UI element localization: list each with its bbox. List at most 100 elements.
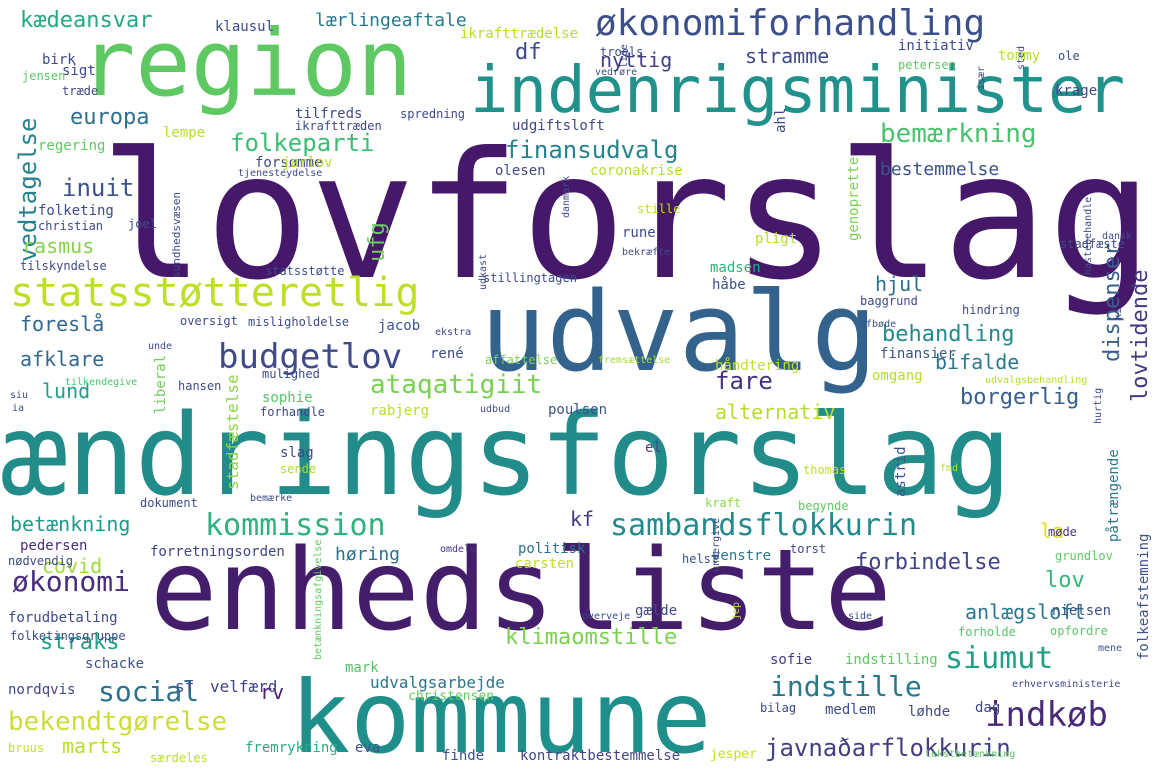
word-cloud-word: javnaðarflokkurin bbox=[765, 733, 1011, 762]
word-cloud-word: kommune bbox=[290, 659, 712, 770]
word-cloud-word: bemærkning bbox=[880, 119, 1037, 150]
word-cloud-word: erhvervsministerie bbox=[1012, 679, 1121, 690]
word-cloud-word: marts bbox=[62, 734, 123, 758]
word-cloud-word: klimaomstille bbox=[505, 625, 678, 651]
word-cloud-word: økonomiforhandling bbox=[595, 3, 986, 45]
word-cloud-word: folketing bbox=[38, 202, 114, 219]
word-cloud-word: christensen bbox=[408, 688, 495, 704]
word-cloud-word: ekstra bbox=[435, 327, 472, 338]
word-cloud-word: nyttig bbox=[600, 48, 673, 72]
word-cloud-word: stadfæstelse bbox=[223, 374, 243, 490]
word-cloud-word: region bbox=[80, 10, 413, 118]
word-cloud-word: regering bbox=[38, 137, 106, 154]
word-cloud-word: sambandsflokkurin bbox=[610, 508, 918, 543]
word-cloud-word: lov bbox=[1045, 568, 1085, 594]
word-cloud-word: møde bbox=[1048, 525, 1077, 540]
word-cloud-word: enhedsliste bbox=[150, 526, 892, 657]
word-cloud-word: spredning bbox=[400, 107, 466, 122]
word-cloud-word: lovtidende bbox=[1128, 269, 1154, 402]
word-cloud-word: opfordre bbox=[1050, 624, 1108, 639]
word-cloud-word: betænkning bbox=[10, 512, 131, 536]
word-cloud-word: politisk bbox=[518, 540, 586, 557]
word-cloud-word: folkeparti bbox=[230, 128, 375, 157]
word-cloud-word: bekræfte bbox=[622, 247, 671, 258]
word-cloud-word: stramme bbox=[745, 44, 830, 68]
word-cloud-word: jarlov bbox=[282, 154, 333, 171]
word-cloud-word: ia bbox=[12, 403, 25, 414]
word-cloud-word: borgerlig bbox=[960, 385, 1080, 411]
word-cloud-word: rune bbox=[622, 224, 656, 241]
word-cloud-word: stillingtagen bbox=[483, 271, 577, 286]
word-cloud-word: klausul bbox=[215, 18, 275, 35]
word-cloud-word: hansen bbox=[178, 379, 222, 394]
word-cloud-word: fare bbox=[715, 366, 773, 395]
word-cloud-word: sundhedsvæsen bbox=[170, 191, 184, 278]
word-cloud-word: forbindelse bbox=[855, 550, 1001, 576]
word-cloud-word: genoprette bbox=[845, 156, 862, 241]
word-cloud-word: siumut bbox=[945, 641, 1054, 676]
word-cloud-word: el bbox=[645, 439, 662, 456]
word-cloud-word: bilag bbox=[760, 701, 797, 716]
word-cloud-word: indkøb bbox=[985, 694, 1108, 735]
word-cloud-word: forholde bbox=[958, 625, 1016, 640]
word-cloud-word: sophie bbox=[262, 389, 313, 406]
word-cloud-word: nielsen bbox=[1052, 602, 1112, 619]
word-cloud-word: ufg bbox=[365, 222, 391, 262]
word-cloud-word: betænkningsafgivelse bbox=[313, 539, 324, 660]
word-cloud-word: medlem bbox=[825, 701, 876, 718]
word-cloud-word: social bbox=[98, 674, 200, 708]
word-cloud-word: venstre bbox=[712, 547, 772, 564]
word-cloud-word: madsen bbox=[710, 259, 761, 276]
word-cloud-word: olesen bbox=[495, 162, 546, 179]
word-cloud-word: kommission bbox=[205, 508, 386, 543]
word-cloud-word: rené bbox=[430, 345, 464, 362]
word-cloud-word: sted bbox=[1016, 45, 1027, 70]
word-cloud-word: forhandle bbox=[260, 405, 326, 420]
word-cloud-word: udgiftsloft bbox=[512, 117, 605, 134]
word-cloud-word: især bbox=[976, 65, 987, 90]
word-cloud-word: overveje bbox=[582, 611, 631, 622]
word-cloud-word: begynde bbox=[798, 499, 849, 514]
word-cloud-word: alternativ bbox=[715, 400, 836, 424]
word-cloud-word: rasmus bbox=[22, 234, 95, 258]
word-cloud-word: folketingsgruppe bbox=[10, 629, 126, 644]
word-cloud-word: kf bbox=[570, 507, 595, 531]
word-cloud-word: ki bbox=[1113, 307, 1124, 320]
word-cloud-word: pedersen bbox=[20, 537, 88, 554]
word-cloud-word: slag bbox=[280, 444, 314, 461]
word-cloud-word: rv bbox=[260, 680, 285, 704]
word-cloud-word: træde bbox=[62, 84, 99, 99]
word-cloud-word: påtrængende bbox=[1105, 449, 1122, 542]
word-cloud-word: omdele bbox=[440, 544, 477, 555]
word-cloud-word: nordqvis bbox=[8, 681, 76, 698]
word-cloud-word: hurtig bbox=[1093, 387, 1104, 424]
word-cloud-word: anlægsloft bbox=[965, 600, 1086, 624]
word-cloud-word: la bbox=[1040, 519, 1065, 543]
word-cloud-word: tekstbetænkning bbox=[925, 749, 1016, 760]
word-cloud-word: håbe bbox=[712, 276, 746, 293]
word-cloud-word: jensen bbox=[22, 69, 66, 84]
word-cloud-word: fremsættelse bbox=[598, 355, 671, 366]
word-cloud-word: ataqatigiit bbox=[370, 370, 543, 401]
word-cloud-word: bemærke bbox=[250, 493, 293, 504]
word-cloud-word: mark bbox=[345, 659, 379, 676]
word-cloud-word: tilfreds bbox=[295, 105, 363, 122]
word-cloud-word: forudbetaling bbox=[8, 609, 118, 626]
word-cloud-word: kontraktbestemmelse bbox=[520, 747, 681, 764]
word-cloud-word: coronakrise bbox=[590, 162, 683, 179]
word-cloud-word: ikrafttræden bbox=[295, 119, 382, 134]
word-cloud-word: budgetlov bbox=[218, 336, 403, 377]
word-cloud-word: løhde bbox=[908, 703, 951, 720]
word-cloud-word: jesper bbox=[710, 746, 757, 762]
word-cloud-word: lovforslag bbox=[99, 116, 1153, 319]
word-cloud-word: pligt bbox=[755, 230, 798, 247]
word-cloud-word: sende bbox=[280, 462, 317, 477]
word-cloud-word: initiativ bbox=[898, 37, 974, 54]
word-cloud-word: dokument bbox=[140, 496, 198, 511]
word-cloud-word: jep bbox=[731, 601, 742, 620]
word-cloud-word: mulighed bbox=[262, 367, 320, 382]
word-cloud-word: tilskyndelse bbox=[20, 259, 107, 274]
word-cloud-word: birk bbox=[42, 51, 76, 68]
word-cloud-word: høring bbox=[335, 543, 401, 565]
word-cloud-word: krage bbox=[1055, 82, 1098, 99]
